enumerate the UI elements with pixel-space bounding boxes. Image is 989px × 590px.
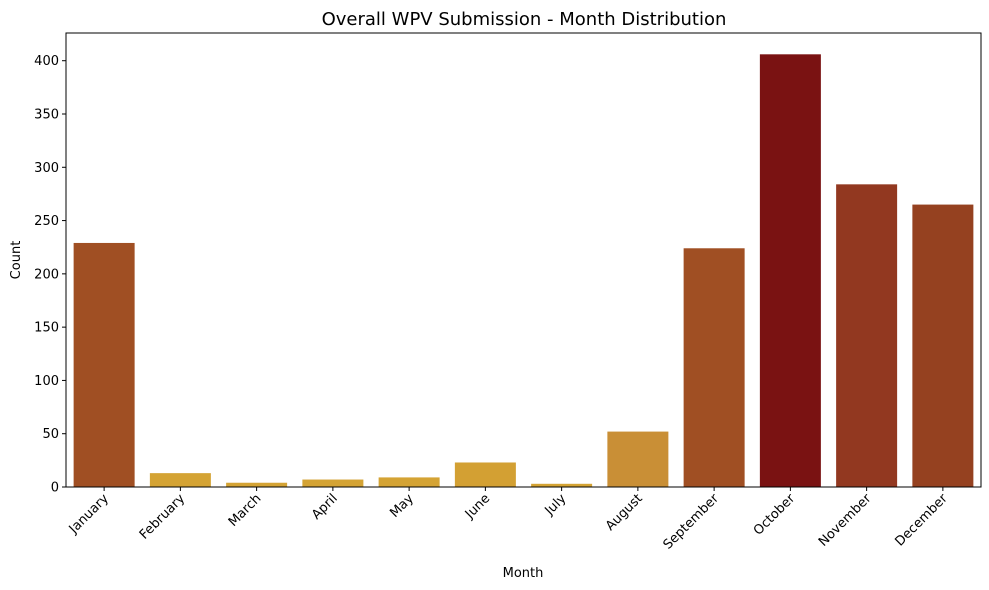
- plot-frame: [65, 32, 982, 488]
- x-tick-label: July: [542, 491, 570, 519]
- y-tick-label: 100: [34, 374, 59, 389]
- y-axis-label: Count: [9, 241, 24, 280]
- bar-december: [912, 204, 974, 487]
- bar-january: [73, 242, 135, 487]
- x-tick-label: March: [226, 491, 265, 530]
- x-tick-label: May: [387, 491, 417, 521]
- x-tick-label: June: [462, 491, 493, 522]
- y-tick-label: 150: [34, 321, 59, 336]
- bar-june: [454, 462, 516, 487]
- y-tick-label: 200: [34, 267, 59, 282]
- y-axis: 0 50 100 150 200 250 300 350 400: [34, 54, 66, 496]
- y-tick-label: 300: [34, 161, 59, 176]
- x-tick-label: September: [661, 491, 723, 553]
- x-tick-label: April: [309, 491, 341, 523]
- x-tick-label: October: [751, 491, 799, 539]
- y-tick-label: 50: [42, 427, 59, 442]
- bar-april: [302, 479, 364, 487]
- bar-august: [607, 431, 669, 487]
- bar-may: [378, 477, 440, 487]
- x-tick-label: January: [66, 491, 112, 537]
- bar-october: [759, 54, 821, 488]
- x-tick-label: December: [892, 491, 951, 550]
- y-tick-label: 350: [34, 107, 59, 122]
- chart-title: Overall WPV Submission - Month Distribut…: [322, 9, 727, 30]
- x-axis-label: Month: [503, 566, 544, 581]
- y-tick-label: 0: [51, 481, 59, 496]
- y-tick-label: 250: [34, 214, 59, 229]
- x-tick-label: February: [137, 491, 189, 543]
- x-tick-label: November: [816, 491, 875, 550]
- bar-february: [149, 473, 211, 487]
- bars: [73, 54, 974, 488]
- x-tick-label: August: [603, 491, 646, 534]
- x-axis: January February March April May June July Augu…: [66, 487, 951, 553]
- y-tick-label: 400: [34, 54, 59, 69]
- bar-march: [226, 482, 288, 487]
- bar-july: [531, 483, 593, 487]
- bar-november: [836, 184, 898, 488]
- bar-september: [683, 248, 745, 487]
